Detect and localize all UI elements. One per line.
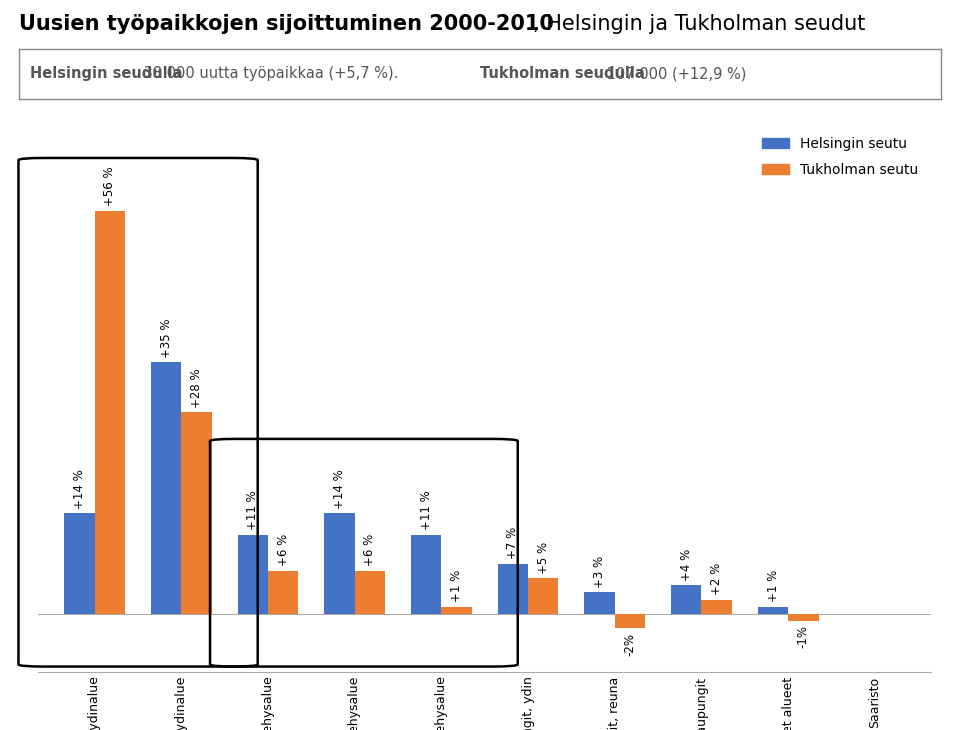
Text: , Helsingin ja Tukholman seudut: , Helsingin ja Tukholman seudut xyxy=(533,14,865,34)
Text: 38 000 uutta työpaikkaa (+5,7 %).: 38 000 uutta työpaikkaa (+5,7 %). xyxy=(139,66,398,81)
Text: Tukholman seudulla: Tukholman seudulla xyxy=(480,66,645,81)
Text: +5 %: +5 % xyxy=(537,542,550,574)
Bar xyxy=(95,210,125,614)
Bar xyxy=(788,614,819,621)
Text: +35 %: +35 % xyxy=(159,318,173,358)
Text: -2%: -2% xyxy=(623,633,636,656)
Bar xyxy=(64,513,95,614)
Text: +3 %: +3 % xyxy=(593,556,606,588)
Text: Helsingin seudulla: Helsingin seudulla xyxy=(31,66,182,81)
Text: +1 %: +1 % xyxy=(766,570,780,602)
Bar xyxy=(702,599,732,614)
Bar xyxy=(238,534,268,614)
Bar xyxy=(757,607,788,614)
Text: +11 %: +11 % xyxy=(420,491,433,531)
Text: +7 %: +7 % xyxy=(507,527,519,559)
Text: +6 %: +6 % xyxy=(276,534,290,566)
Text: +56 %: +56 % xyxy=(104,166,116,206)
Bar xyxy=(181,412,212,614)
Bar xyxy=(614,614,645,629)
Text: +28 %: +28 % xyxy=(190,369,204,408)
Bar xyxy=(324,513,355,614)
Text: +14 %: +14 % xyxy=(73,469,86,509)
Bar xyxy=(498,564,528,614)
Bar xyxy=(355,571,385,614)
Bar xyxy=(411,534,442,614)
Text: +14 %: +14 % xyxy=(333,469,347,509)
Text: +6 %: +6 % xyxy=(364,534,376,566)
Bar xyxy=(151,362,181,614)
Text: +4 %: +4 % xyxy=(680,548,693,581)
Text: 107 000 (+12,9 %): 107 000 (+12,9 %) xyxy=(602,66,746,81)
Text: Uusien työpaikkojen sijoittuminen 2000-2010: Uusien työpaikkojen sijoittuminen 2000-2… xyxy=(19,14,554,34)
Text: +2 %: +2 % xyxy=(710,563,723,595)
Text: +1 %: +1 % xyxy=(450,570,463,602)
Text: -1%: -1% xyxy=(797,626,810,648)
Bar xyxy=(442,607,471,614)
Legend: Helsingin seutu, Tukholman seutu: Helsingin seutu, Tukholman seutu xyxy=(756,131,924,182)
Text: +11 %: +11 % xyxy=(247,491,259,531)
Bar xyxy=(671,585,702,614)
Bar xyxy=(585,592,614,614)
Bar xyxy=(268,571,299,614)
Bar xyxy=(528,578,559,614)
